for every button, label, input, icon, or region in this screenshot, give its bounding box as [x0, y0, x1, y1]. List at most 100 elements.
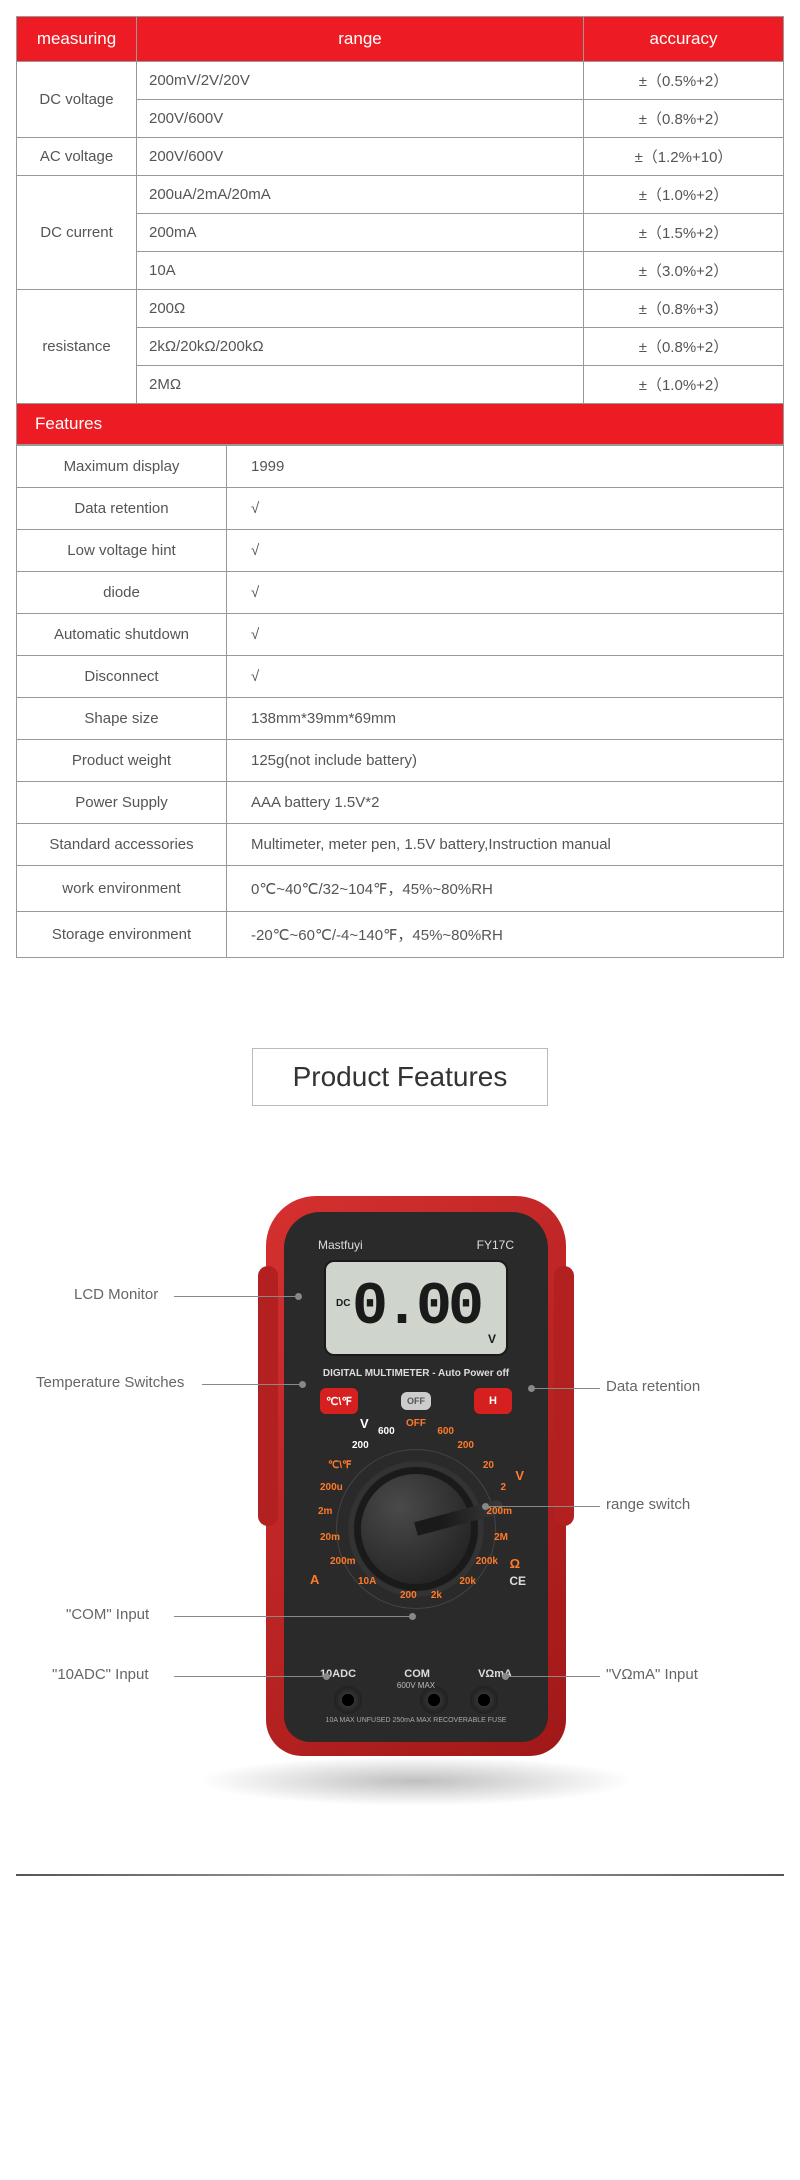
table-row: work environment0℃~40℃/32~104℉，45%~80%RH	[17, 866, 784, 912]
dial-v600r: 600	[437, 1426, 454, 1437]
dial-Ohm: Ω	[510, 1556, 520, 1571]
port-voma[interactable]	[470, 1686, 498, 1714]
brand-label: Mastfuyi	[318, 1238, 363, 1252]
feature-key: diode	[17, 572, 227, 614]
measuring-label: AC voltage	[17, 138, 137, 176]
dial-2k: 2k	[431, 1590, 442, 1601]
feature-key: Shape size	[17, 698, 227, 740]
table-row: Disconnect√	[17, 656, 784, 698]
callout-range: range switch	[606, 1496, 690, 1513]
feature-key: Data retention	[17, 488, 227, 530]
feature-key: Storage environment	[17, 912, 227, 958]
dial-200u: 200u	[320, 1482, 343, 1493]
lcd-screen: DC 0.00 V	[324, 1260, 508, 1356]
table-row: Standard accessoriesMultimeter, meter pe…	[17, 824, 784, 866]
device-face: Mastfuyi FY17C DC 0.00 V DIGITAL MULTIME…	[284, 1212, 548, 1742]
callout-voma: "VΩmA" Input	[606, 1666, 698, 1683]
feature-value: √	[227, 572, 784, 614]
line-voma	[506, 1676, 600, 1677]
feature-key: Standard accessories	[17, 824, 227, 866]
callout-com: "COM" Input	[66, 1606, 149, 1623]
maxv-label: 600V MAX	[284, 1681, 548, 1690]
port-10adc[interactable]	[334, 1686, 362, 1714]
col-range: range	[137, 17, 584, 62]
line-adc	[174, 1676, 326, 1677]
dial-CF: ℃\℉	[328, 1460, 352, 1471]
callout-hold: Data retention	[606, 1378, 700, 1395]
dial-v200l: 200	[352, 1440, 369, 1451]
feature-value: AAA battery 1.5V*2	[227, 782, 784, 824]
measuring-label: DC voltage	[17, 62, 137, 138]
line-hold	[532, 1388, 600, 1389]
dial-V: V	[515, 1468, 524, 1483]
table-row: Storage environment-20℃~60℃/-4~140℉，45%~…	[17, 912, 784, 958]
dial-20: 20	[483, 1460, 494, 1471]
dial-2m: 2m	[318, 1506, 332, 1517]
feature-key: Product weight	[17, 740, 227, 782]
specs-table: measuring range accuracy DC voltage200mV…	[16, 16, 784, 404]
range-cell: 200uA/2mA/20mA	[137, 176, 584, 214]
range-cell: 2kΩ/20kΩ/200kΩ	[137, 328, 584, 366]
table-row: Shape size138mm*39mm*69mm	[17, 698, 784, 740]
off-label: OFF	[401, 1392, 431, 1410]
feature-key: Disconnect	[17, 656, 227, 698]
accuracy-cell: ±（1.5%+2）	[584, 214, 784, 252]
accuracy-cell: ±（1.0%+2）	[584, 176, 784, 214]
feature-value: 1999	[227, 446, 784, 488]
table-row: DC current200uA/2mA/20mA±（1.0%+2）	[17, 176, 784, 214]
callout-temp: Temperature Switches	[36, 1374, 184, 1391]
device-shadow	[196, 1756, 636, 1806]
col-measuring: measuring	[17, 17, 137, 62]
temp-button[interactable]: ℃\℉	[320, 1388, 358, 1414]
lcd-dc-label: DC	[336, 1298, 350, 1309]
range-cell: 200V/600V	[137, 100, 584, 138]
features-header: Features	[16, 404, 784, 445]
feature-key: Automatic shutdown	[17, 614, 227, 656]
feature-value: 125g(not include battery)	[227, 740, 784, 782]
ground-line	[16, 1874, 784, 1876]
dial-CE: CE	[509, 1574, 526, 1588]
port-com[interactable]	[420, 1686, 448, 1714]
table-row: DC voltage200mV/2V/20V±（0.5%+2）	[17, 62, 784, 100]
accuracy-cell: ±（1.2%+10）	[584, 138, 784, 176]
dial-200m: 200m	[486, 1506, 512, 1517]
dial-2: 2	[500, 1482, 506, 1493]
dial-200mA: 200m	[330, 1556, 356, 1567]
accuracy-cell: ±（3.0%+2）	[584, 252, 784, 290]
dial-20k: 20k	[459, 1576, 476, 1587]
lcd-unit: V	[488, 1332, 496, 1346]
section-title: Product Features	[252, 1048, 549, 1106]
feature-value: √	[227, 656, 784, 698]
table-row: Maximum display1999	[17, 446, 784, 488]
callout-adc: "10ADC" Input	[52, 1666, 149, 1683]
model-label: FY17C	[477, 1238, 514, 1252]
line-lcd	[174, 1296, 298, 1297]
measuring-label: resistance	[17, 290, 137, 404]
table-row: Product weight125g(not include battery)	[17, 740, 784, 782]
table-row: Low voltage hint√	[17, 530, 784, 572]
accuracy-cell: ±（0.5%+2）	[584, 62, 784, 100]
dial-200o: 200	[400, 1590, 417, 1601]
feature-key: Low voltage hint	[17, 530, 227, 572]
table-row: AC voltage200V/600V±（1.2%+10）	[17, 138, 784, 176]
specs-header-row: measuring range accuracy	[17, 17, 784, 62]
range-cell: 2MΩ	[137, 366, 584, 404]
dial-v200r: 200	[457, 1440, 474, 1451]
range-cell: 200V/600V	[137, 138, 584, 176]
features-table: Maximum display1999Data retention√Low vo…	[16, 445, 784, 958]
accuracy-cell: ±（0.8%+2）	[584, 100, 784, 138]
table-row: diode√	[17, 572, 784, 614]
feature-value: 138mm*39mm*69mm	[227, 698, 784, 740]
dial-off: OFF	[406, 1418, 426, 1429]
dial-v600l: 600	[378, 1426, 395, 1437]
feature-value: Multimeter, meter pen, 1.5V battery,Inst…	[227, 824, 784, 866]
hold-button[interactable]: H	[474, 1388, 512, 1414]
feature-value: √	[227, 488, 784, 530]
feature-value: -20℃~60℃/-4~140℉，45%~80%RH	[227, 912, 784, 958]
product-diagram: Mastfuyi FY17C DC 0.00 V DIGITAL MULTIME…	[16, 1176, 784, 1996]
range-cell: 200Ω	[137, 290, 584, 328]
callout-lcd: LCD Monitor	[74, 1286, 158, 1303]
range-cell: 200mV/2V/20V	[137, 62, 584, 100]
dial-200k: 200k	[476, 1556, 498, 1567]
device-subtitle: DIGITAL MULTIMETER - Auto Power off	[284, 1368, 548, 1379]
